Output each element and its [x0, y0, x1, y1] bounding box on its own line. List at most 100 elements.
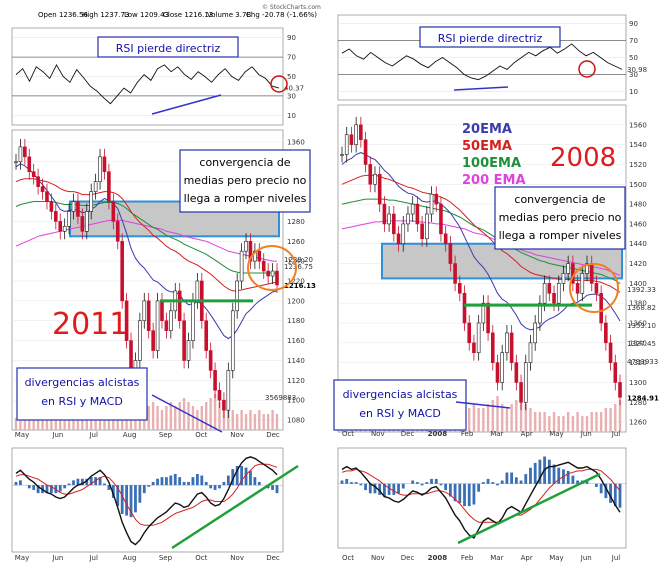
volume-label: 3569883	[265, 394, 296, 402]
convergence-annotation-box	[179, 149, 311, 213]
candle-body	[102, 156, 107, 173]
ema-value-label: 1353.10	[627, 322, 656, 330]
price-divergence-line	[455, 401, 511, 409]
macd-histogram-bar	[453, 483, 457, 502]
volume-bar	[36, 418, 40, 430]
macd-histogram-bar	[98, 477, 102, 486]
divergence-annotation-text: divergencias alcistas	[25, 376, 140, 389]
rsi-label-text: RSI pierde directriz	[116, 42, 221, 55]
volume-bar	[576, 412, 579, 432]
macd-histogram-bar	[32, 485, 36, 490]
volume-bar	[477, 408, 480, 432]
candle-body	[186, 340, 191, 361]
candle-body	[23, 146, 27, 158]
volume-bar	[515, 400, 518, 432]
candle-body	[476, 322, 481, 354]
candle-body	[239, 250, 244, 282]
price-tick-label: 1360	[287, 138, 305, 146]
ema100-line	[15, 201, 277, 274]
macd-histogram-bar	[85, 478, 89, 486]
candle-body	[71, 201, 76, 212]
candle-body	[27, 156, 32, 173]
candle-body	[40, 186, 45, 192]
price-tick-label: 1440	[629, 240, 647, 248]
volume-bar	[227, 410, 230, 430]
candle-body	[599, 292, 603, 324]
candle-body	[415, 203, 420, 225]
ohlc-open: Open 1236.56	[38, 11, 88, 19]
volume-bar	[529, 408, 532, 432]
price-tick-label: 1120	[287, 377, 305, 385]
candle-body	[115, 221, 120, 242]
macd-histogram-bar	[253, 477, 257, 486]
x-tick-label: Nov	[230, 554, 244, 562]
candle-body	[160, 300, 164, 322]
x-tick-label: Jul	[611, 554, 621, 562]
ohlc-volume: Volume 3.7B	[207, 11, 251, 19]
volume-bar	[94, 418, 97, 430]
macd-histogram-bar	[63, 485, 67, 489]
ohlc-high: High 1237.73	[82, 11, 129, 19]
ema-value-label: 1239.20	[284, 256, 313, 264]
candle-body	[151, 330, 155, 351]
candle-body	[235, 280, 239, 312]
candle-body	[589, 263, 594, 284]
price-tick-label: 1100	[287, 397, 305, 405]
macd-histogram-bar	[125, 485, 128, 516]
candle-body	[523, 362, 528, 403]
price-tick-label: 1340	[629, 339, 647, 347]
macd-histogram-bar	[533, 462, 537, 484]
volume-bar	[505, 408, 509, 432]
macd-histogram-bar	[359, 483, 363, 486]
rsi-line	[15, 63, 280, 105]
volume-bar	[209, 398, 212, 430]
ema-value-label: 1392.33	[627, 286, 656, 294]
x-tick-label: Jun	[51, 431, 63, 439]
macd-histogram-bar	[609, 483, 612, 503]
x-tick-label: Dec	[266, 431, 280, 439]
macd-histogram-bar	[595, 483, 598, 487]
candle-body	[542, 283, 547, 304]
rsi-tick-label: 30	[287, 92, 296, 100]
macd-histogram-bar	[463, 483, 466, 507]
macd-histogram-bar	[138, 485, 142, 503]
rsi-tick-label: 10	[629, 88, 638, 96]
macd-histogram-bar	[383, 483, 386, 497]
ohlc-change: Chg -20.78 (-1.66%)	[246, 11, 317, 19]
divergence-annotation-text: divergencias alcistas	[343, 388, 458, 401]
macd-histogram-bar	[368, 483, 372, 494]
macd-histogram-bar	[613, 483, 617, 507]
macd-histogram-bar	[204, 481, 208, 486]
volume-bar	[14, 418, 18, 430]
candle-body	[514, 362, 519, 383]
macd-histogram-bar	[76, 478, 80, 486]
macd-histogram-bar	[151, 481, 155, 486]
macd-histogram-bar	[557, 467, 561, 484]
candle-body	[500, 352, 505, 383]
rsi-divergence-line	[453, 86, 509, 91]
macd-histogram-bar	[585, 480, 589, 484]
volume-bar	[585, 416, 589, 432]
macd-histogram-bar	[392, 483, 396, 495]
x-tick-label: Oct	[195, 554, 207, 562]
price-tick-label: 1080	[287, 417, 305, 425]
macd-histogram-bar	[491, 482, 495, 484]
macd-histogram-bar	[209, 485, 213, 489]
macd-histogram-bar	[120, 485, 124, 514]
year-label-2008: 2008	[550, 143, 616, 173]
candle-body	[448, 243, 453, 264]
volume-bar	[90, 414, 93, 430]
candle-body	[107, 171, 111, 202]
macd-histogram-bar	[345, 478, 349, 484]
macd-histogram-bar	[505, 472, 509, 484]
candle-body	[80, 216, 85, 232]
macd-trendline	[171, 464, 299, 550]
convergence-annotation-text: llega a romper niveles	[499, 229, 622, 242]
price-tick-label: 1140	[287, 357, 305, 365]
candle-body	[54, 211, 58, 222]
candle-body	[18, 146, 23, 163]
macd-histogram-bar	[430, 478, 433, 484]
volume-bar	[491, 400, 494, 432]
volume-bar	[482, 408, 485, 432]
